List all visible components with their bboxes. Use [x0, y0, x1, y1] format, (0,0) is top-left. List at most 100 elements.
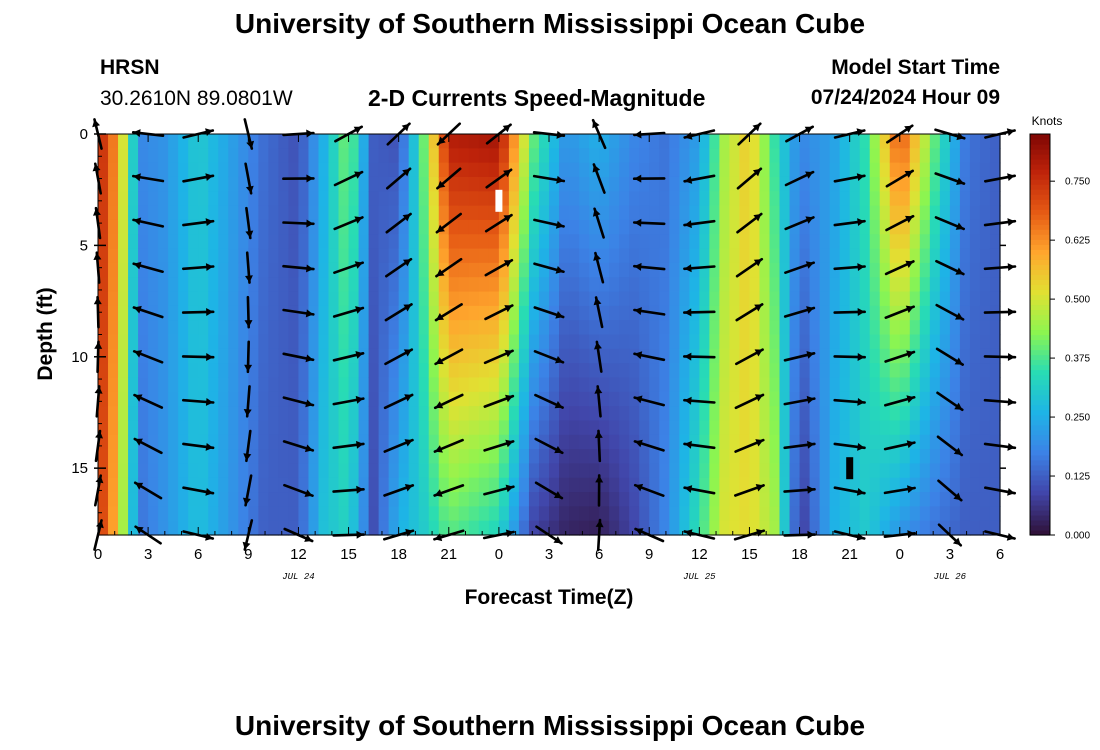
heatmap-cell [799, 191, 811, 207]
heatmap-cell [258, 262, 269, 278]
heatmap-cell [889, 277, 901, 293]
heatmap-cell [879, 391, 891, 407]
vector-arrowhead [593, 297, 602, 306]
heatmap-cell [959, 520, 971, 536]
heatmap-cell [979, 320, 991, 336]
current-vector [132, 261, 164, 274]
heatmap-cell [178, 320, 189, 336]
current-vector [736, 167, 763, 190]
heatmap-cell [118, 205, 129, 221]
heatmap-cell [839, 248, 851, 264]
heatmap-cell [749, 134, 761, 149]
heatmap-cell [418, 449, 430, 464]
current-vector [935, 303, 965, 321]
heatmap-cell [358, 248, 370, 264]
heatmap-cell [148, 506, 159, 522]
heatmap-cell [288, 205, 300, 221]
heatmap-cell [949, 191, 961, 207]
heatmap-cell [969, 334, 981, 350]
heatmap-cell [498, 520, 510, 536]
heatmap-cell [458, 492, 470, 507]
heatmap-cell [669, 449, 680, 464]
heatmap-cell [298, 291, 310, 307]
vector-arrowhead [503, 215, 512, 223]
heatmap-cell [699, 291, 710, 307]
heatmap-cell [629, 277, 640, 293]
heatmap-cell [368, 176, 380, 192]
vector-arrowhead [242, 497, 251, 506]
heatmap-cell [989, 492, 1001, 507]
heatmap-cell [468, 162, 480, 178]
vector-arrowhead [905, 215, 914, 223]
heatmap-cell [278, 377, 290, 393]
heatmap-cell [939, 463, 951, 479]
heatmap-cell [528, 277, 540, 293]
current-vector [633, 439, 665, 452]
heatmap-cell [589, 492, 600, 507]
heatmap-cell [288, 377, 300, 393]
heatmap-cell [769, 162, 781, 178]
heatmap-cell [889, 320, 901, 336]
heatmap-cell [689, 334, 700, 350]
heatmap-cell [569, 205, 580, 221]
vector-arrowhead [1006, 128, 1015, 136]
heatmap-cell [719, 377, 730, 393]
heatmap-cell [729, 434, 741, 450]
heatmap-cell [428, 434, 440, 450]
heatmap-cell [338, 134, 350, 149]
vector-arrowhead [134, 438, 143, 446]
heatmap-cell [308, 176, 320, 192]
heatmap-cell [248, 234, 259, 250]
heatmap-cell [989, 176, 1001, 192]
heatmap-cell [158, 334, 169, 350]
heatmap-cell [879, 248, 891, 264]
heatmap-cell [438, 449, 450, 464]
heatmap-cell [138, 162, 149, 178]
heatmap-cell [549, 148, 560, 164]
heatmap-cell [498, 406, 510, 422]
heatmap-cell [939, 291, 951, 307]
heatmap-cell [428, 520, 440, 536]
heatmap-cell [358, 377, 370, 393]
heatmap-cell [398, 262, 410, 278]
heatmap-cell [268, 348, 279, 364]
heatmap-cell [188, 277, 199, 293]
heatmap-cell [729, 305, 741, 321]
heatmap-cell [679, 219, 690, 235]
heatmap-cell [879, 506, 891, 522]
heatmap-cell [599, 262, 610, 278]
current-vector [282, 352, 315, 363]
heatmap-cell [809, 305, 821, 321]
heatmap-cell [498, 363, 510, 379]
heatmap-cell [729, 191, 741, 207]
heatmap-cell [759, 334, 771, 350]
heatmap-cell [408, 291, 420, 307]
heatmap-cell [869, 334, 881, 350]
heatmap-cell [789, 291, 801, 307]
heatmap-cell [749, 191, 761, 207]
heatmap-cell [188, 420, 199, 436]
heatmap-cell [278, 320, 290, 336]
heatmap-cell [388, 477, 400, 493]
heatmap-cell [448, 176, 460, 192]
heatmap-cell [368, 320, 380, 336]
heatmap-cell [188, 191, 199, 207]
heatmap-cell [238, 176, 249, 192]
heatmap-cell [398, 277, 410, 293]
heatmap-cell [278, 305, 290, 321]
heatmap-cell [308, 363, 320, 379]
current-vector [384, 257, 413, 278]
heatmap-cell [118, 176, 129, 192]
heatmap-cell [789, 277, 801, 293]
heatmap-cell [579, 520, 590, 536]
heatmap-cell [989, 434, 1001, 450]
heatmap-cell [819, 391, 831, 407]
heatmap-cell [659, 334, 670, 350]
heatmap-cell [168, 320, 179, 336]
heatmap-cell [709, 134, 720, 149]
heatmap-cell [168, 506, 179, 522]
heatmap-cell [298, 406, 310, 422]
heatmap-cell [538, 234, 550, 250]
heatmap-cell [528, 262, 540, 278]
heatmap-cell [308, 277, 320, 293]
